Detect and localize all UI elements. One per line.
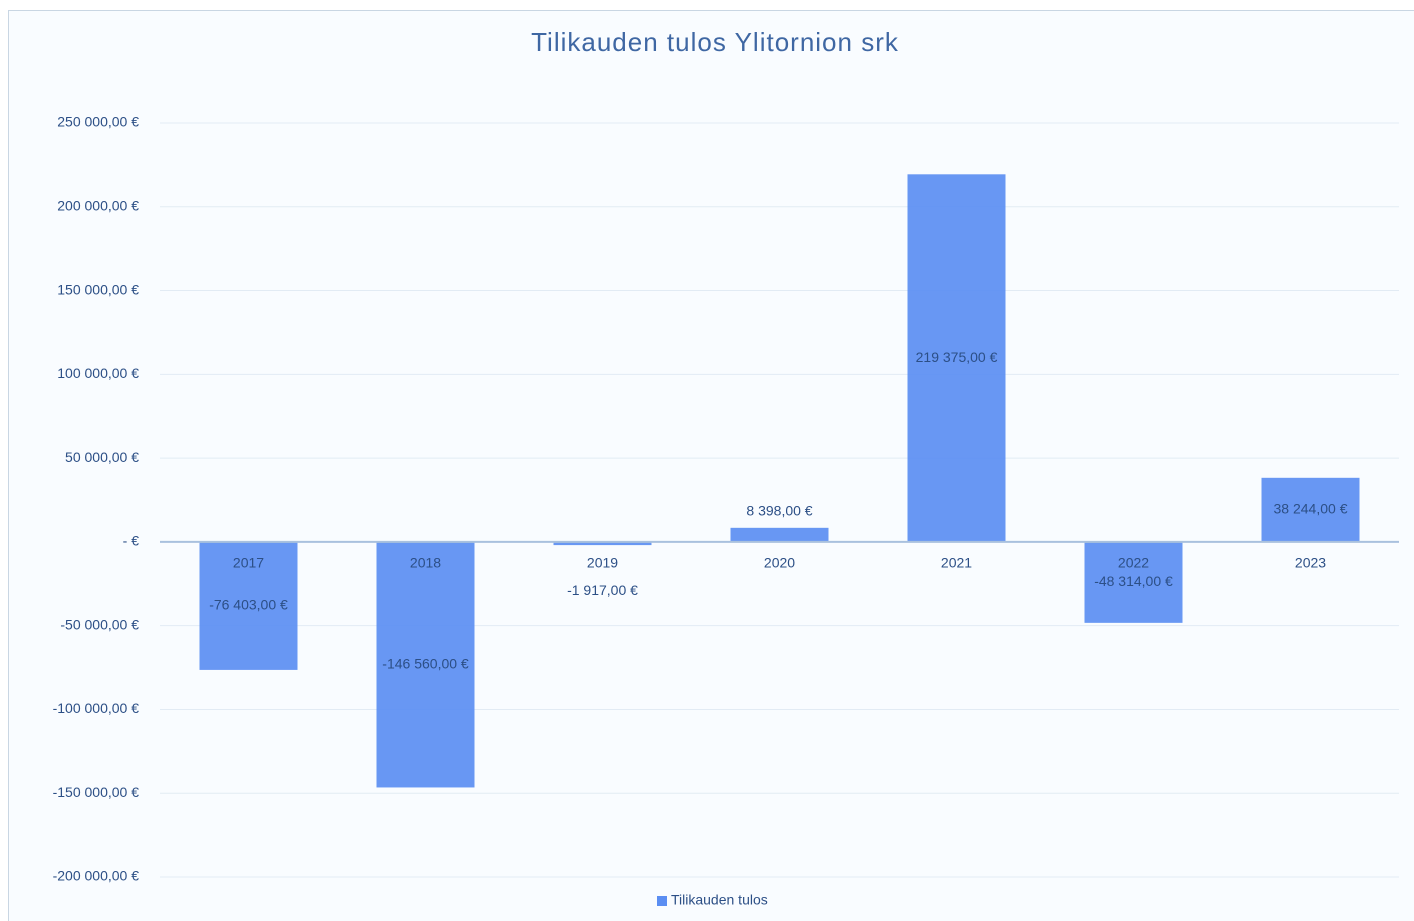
data-label: 219 375,00 € xyxy=(916,349,998,365)
y-tick-label: 250 000,00 € xyxy=(57,114,139,130)
bar xyxy=(730,527,829,542)
legend-swatch xyxy=(657,896,667,906)
x-tick-label: 2021 xyxy=(941,555,972,571)
bar xyxy=(376,541,475,788)
data-label: -76 403,00 € xyxy=(209,597,288,613)
y-tick-label: 200 000,00 € xyxy=(57,197,139,213)
y-tick-label: 100 000,00 € xyxy=(57,365,139,381)
data-label: -48 314,00 € xyxy=(1094,573,1173,589)
chart-title: Tilikauden tulos Ylitornion srk xyxy=(531,27,899,57)
legend-label: Tilikauden tulos xyxy=(671,892,768,908)
y-tick-label: -50 000,00 € xyxy=(60,616,139,632)
bar xyxy=(1261,477,1360,542)
y-tick-label: -150 000,00 € xyxy=(53,784,140,800)
y-tick-label: - € xyxy=(123,533,140,549)
bar xyxy=(907,174,1006,542)
chart-area xyxy=(8,10,1414,921)
data-label: -1 917,00 € xyxy=(567,582,638,598)
y-tick-label: -100 000,00 € xyxy=(53,700,140,716)
y-tick-label: -200 000,00 € xyxy=(53,868,140,884)
data-label: 8 398,00 € xyxy=(746,503,812,519)
x-tick-label: 2023 xyxy=(1295,555,1326,571)
x-tick-label: 2022 xyxy=(1118,555,1149,571)
y-tick-label: 50 000,00 € xyxy=(65,449,139,465)
x-tick-label: 2017 xyxy=(233,555,264,571)
x-tick-label: 2019 xyxy=(587,555,618,571)
bar xyxy=(199,541,298,670)
bar xyxy=(553,541,652,546)
y-tick-label: 150 000,00 € xyxy=(57,281,139,297)
x-tick-label: 2018 xyxy=(410,555,441,571)
data-label: -146 560,00 € xyxy=(382,655,469,671)
x-tick-label: 2020 xyxy=(764,555,795,571)
data-label: 38 244,00 € xyxy=(1274,501,1348,517)
bar xyxy=(1084,541,1183,623)
